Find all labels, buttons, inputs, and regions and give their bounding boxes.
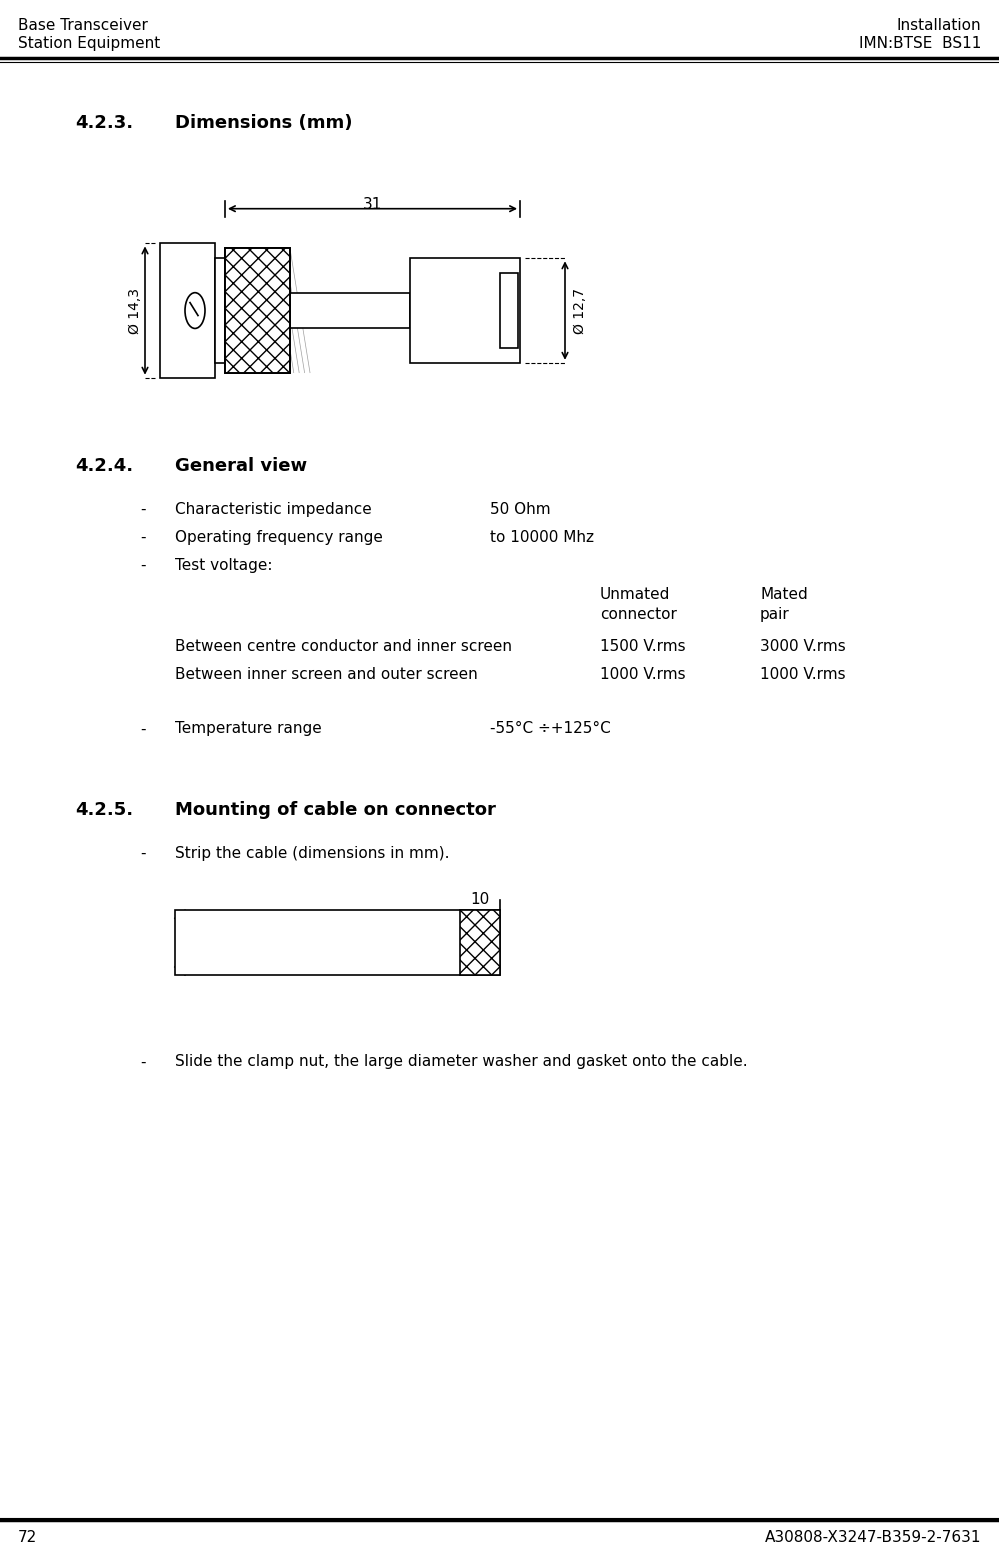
Text: 50 Ohm: 50 Ohm bbox=[490, 501, 550, 517]
Text: Characteristic impedance: Characteristic impedance bbox=[175, 501, 372, 517]
Text: Base Transceiver: Base Transceiver bbox=[18, 19, 148, 32]
Bar bbox=[160, 243, 215, 377]
Text: 31: 31 bbox=[363, 196, 383, 212]
Text: 1000 V.rms: 1000 V.rms bbox=[760, 667, 845, 682]
Text: Between inner screen and outer screen: Between inner screen and outer screen bbox=[175, 667, 478, 682]
Bar bbox=[225, 249, 290, 373]
Text: 72: 72 bbox=[18, 1530, 37, 1545]
Ellipse shape bbox=[185, 292, 205, 328]
Text: Temperature range: Temperature range bbox=[175, 721, 322, 736]
Bar bbox=[175, 910, 500, 975]
Text: Slide the clamp nut, the large diameter washer and gasket onto the cable.: Slide the clamp nut, the large diameter … bbox=[175, 1055, 747, 1069]
Text: Ø 14,3: Ø 14,3 bbox=[128, 288, 142, 334]
Text: Dimensions (mm): Dimensions (mm) bbox=[175, 114, 353, 133]
Text: 3000 V.rms: 3000 V.rms bbox=[760, 639, 846, 654]
Text: Test voltage:: Test voltage: bbox=[175, 557, 273, 572]
Text: Ø 12,7: Ø 12,7 bbox=[573, 288, 587, 334]
Text: General view: General view bbox=[175, 458, 307, 475]
Bar bbox=[290, 292, 410, 328]
Text: 1000 V.rms: 1000 V.rms bbox=[600, 667, 685, 682]
Bar bbox=[410, 258, 520, 362]
Bar bbox=[225, 249, 290, 373]
Bar bbox=[215, 258, 225, 362]
Text: A30808-X3247-B359-2-7631: A30808-X3247-B359-2-7631 bbox=[764, 1530, 981, 1545]
Bar bbox=[460, 910, 500, 975]
Text: Mounting of cable on connector: Mounting of cable on connector bbox=[175, 801, 496, 818]
Text: -: - bbox=[140, 846, 146, 860]
Text: 4.2.3.: 4.2.3. bbox=[75, 114, 133, 133]
Text: -55°C ÷+125°C: -55°C ÷+125°C bbox=[490, 721, 610, 736]
Text: IMN:BTSE  BS11: IMN:BTSE BS11 bbox=[858, 36, 981, 51]
Text: -: - bbox=[140, 557, 146, 572]
Text: -: - bbox=[140, 501, 146, 517]
Text: Mated
pair: Mated pair bbox=[760, 588, 808, 622]
Text: Station Equipment: Station Equipment bbox=[18, 36, 160, 51]
Text: 4.2.5.: 4.2.5. bbox=[75, 801, 133, 818]
Bar bbox=[500, 274, 518, 348]
Text: 1500 V.rms: 1500 V.rms bbox=[600, 639, 685, 654]
Text: Operating frequency range: Operating frequency range bbox=[175, 529, 383, 545]
Text: -: - bbox=[140, 721, 146, 736]
Text: Between centre conductor and inner screen: Between centre conductor and inner scree… bbox=[175, 639, 512, 654]
Text: -: - bbox=[140, 1055, 146, 1069]
Bar bbox=[225, 249, 290, 373]
Text: 4.2.4.: 4.2.4. bbox=[75, 458, 133, 475]
Text: Installation: Installation bbox=[896, 19, 981, 32]
Text: Unmated
connector: Unmated connector bbox=[600, 588, 677, 622]
Text: to 10000 Mhz: to 10000 Mhz bbox=[490, 529, 594, 545]
Text: Strip the cable (dimensions in mm).: Strip the cable (dimensions in mm). bbox=[175, 846, 450, 860]
Text: 10: 10 bbox=[471, 893, 490, 908]
Text: -: - bbox=[140, 529, 146, 545]
